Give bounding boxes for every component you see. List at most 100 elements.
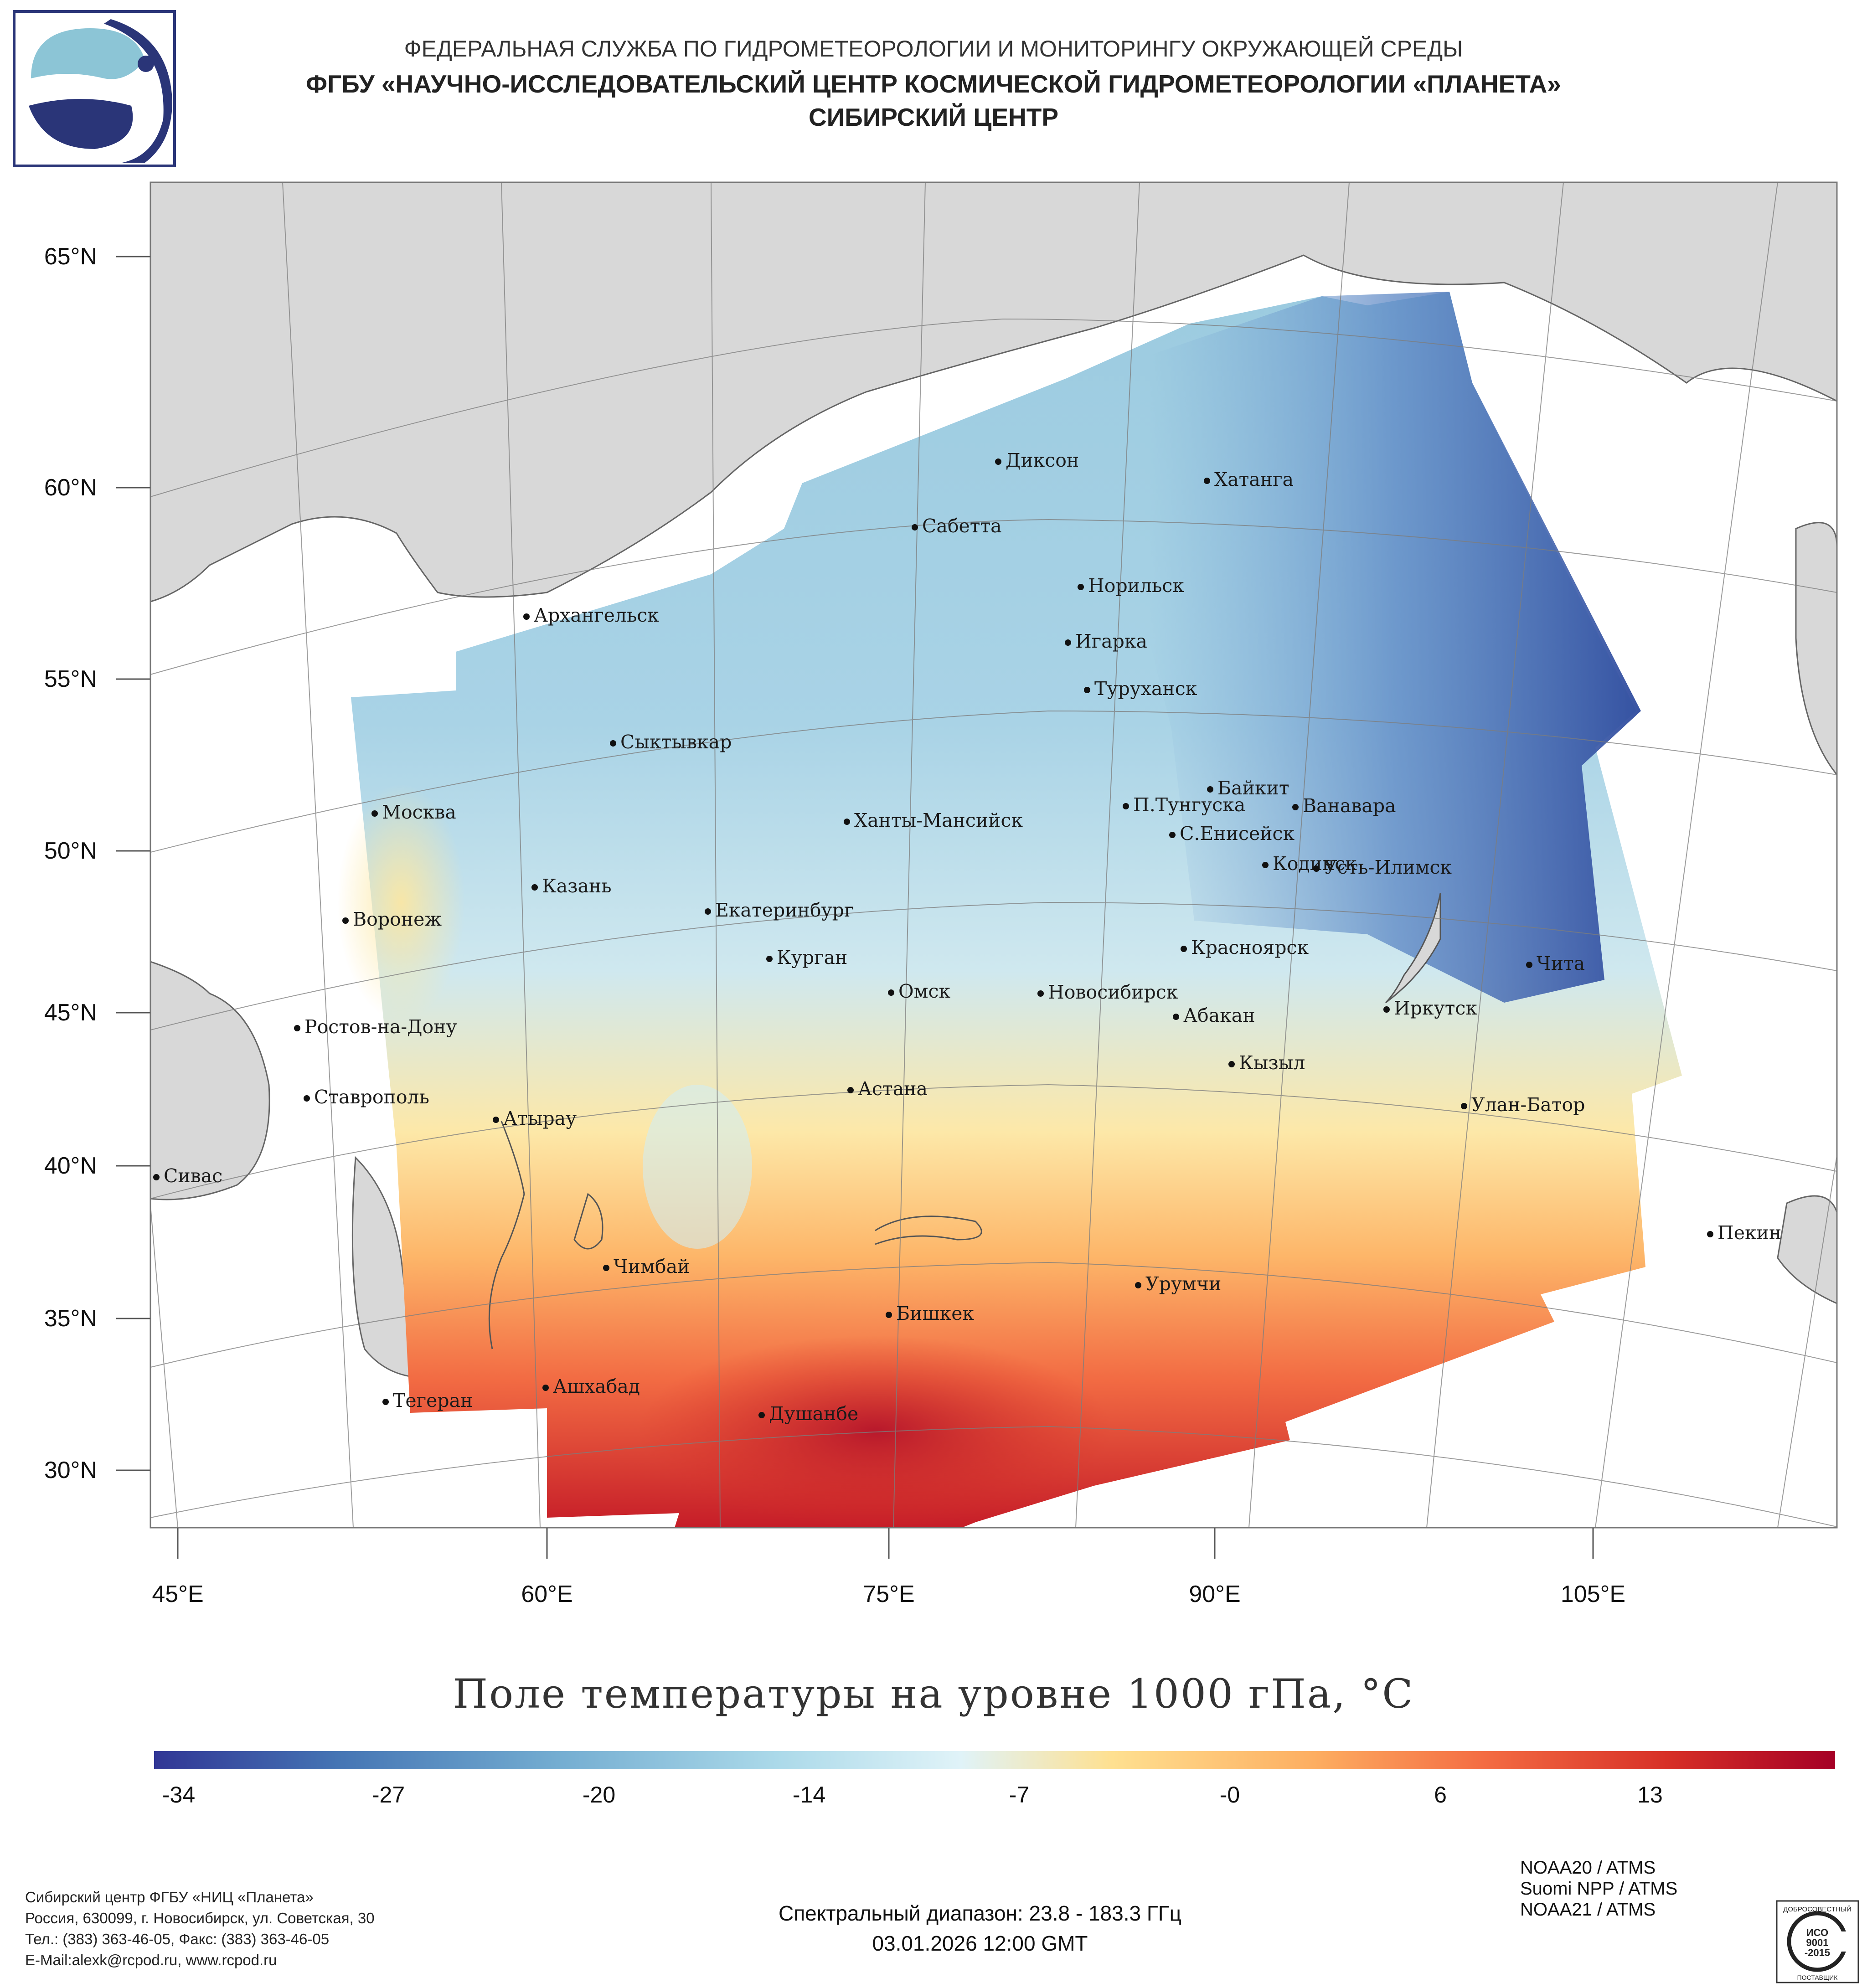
lon-label: 75°E (863, 1581, 914, 1607)
city-p-tunguska: П.Тунгуска (1123, 794, 1245, 816)
lon-label: 90°E (1189, 1581, 1240, 1607)
svg-text:Архангельск: Архангельск (534, 604, 659, 626)
city-diksone: Диксон (995, 449, 1079, 471)
svg-text:Душанбе: Душанбе (769, 1403, 858, 1425)
graticule (150, 182, 1837, 1528)
svg-text:ИСО: ИСО (1806, 1927, 1828, 1938)
colorbar-tick: 6 (1434, 1782, 1447, 1808)
lon-label: 45°E (152, 1581, 203, 1607)
city-arkhangelsk: Архангельск (523, 604, 659, 626)
svg-text:ДОБРОСОВЕСТНЫЙ: ДОБРОСОВЕСТНЫЙ (1783, 1905, 1852, 1913)
city-ekaterinburg: Екатеринбург (705, 899, 854, 921)
svg-text:Пекин: Пекин (1717, 1222, 1781, 1244)
svg-text:Казань: Казань (542, 875, 612, 897)
svg-text:Сабетта: Сабетта (922, 515, 1002, 537)
svg-text:Абакан: Абакан (1183, 1004, 1255, 1026)
header-institute: ФГБУ «НАУЧНО-ИССЛЕДОВАТЕЛЬСКИЙ ЦЕНТР КОС… (306, 70, 1561, 98)
svg-text:Ашхабад: Ашхабад (553, 1375, 640, 1397)
svg-text:Бишкек: Бишкек (896, 1303, 974, 1324)
svg-text:Туруханск: Туруханск (1094, 678, 1197, 700)
city-moskva: Москва (371, 801, 456, 823)
city-tegeran: Тегеран (382, 1390, 473, 1411)
svg-text:Улан-Батор: Улан-Батор (1471, 1094, 1585, 1116)
address-line: Россия, 630099, г. Новосибирск, ул. Сове… (25, 1910, 375, 1926)
svg-text:Байкит: Байкит (1217, 777, 1289, 799)
svg-text:Хатанга: Хатанга (1214, 469, 1294, 490)
svg-text:Ханты-Мансийск: Ханты-Мансийск (854, 809, 1023, 831)
lon-label: 105°E (1561, 1581, 1625, 1607)
svg-text:Красноярск: Красноярск (1191, 937, 1309, 958)
city-ulan-bator: Улан-Батор (1461, 1094, 1585, 1116)
address-line: E-Mail:alexk@rcpod.ru, www.rcpod.ru (25, 1952, 277, 1968)
temperature-map: 65°N 60°N 55°N 50°N 45°N 40°N 35°N 30°N … (44, 181, 1838, 1607)
spectral-range: Спектральный диапазон: 23.8 - 183.3 ГГц (778, 1901, 1182, 1925)
city-sivas: Сивас (153, 1165, 222, 1187)
lat-label: 30°N (44, 1457, 97, 1483)
city-astana: Астана (847, 1078, 928, 1100)
city-voronezh: Воронеж (342, 908, 442, 930)
svg-text:Москва: Москва (382, 801, 456, 823)
city-rostov-na-donu: Ростов-на-Дону (294, 1016, 457, 1038)
svg-text:Воронеж: Воронеж (353, 908, 442, 930)
map-title: Поле температуры на уровне 1000 гПа, °C (453, 1670, 1414, 1717)
svg-text:Иркутск: Иркутск (1394, 997, 1477, 1019)
observation-datetime: 03.01.2026 12:00 GMT (872, 1931, 1088, 1955)
svg-text:С.Енисейск: С.Енисейск (1180, 823, 1295, 845)
city-turukhansk: Туруханск (1084, 678, 1197, 700)
svg-text:Атырау: Атырау (503, 1107, 577, 1129)
svg-text:Курган: Курган (777, 947, 847, 968)
city-khanty-mansiysk: Ханты-Мансийск (844, 809, 1023, 831)
temperature-swath (337, 292, 1682, 1528)
sensor-item: Suomi NPP / ATMS (1520, 1879, 1678, 1899)
svg-text:Урумчи: Урумчи (1145, 1273, 1221, 1295)
city-bishkek: Бишкек (886, 1303, 974, 1324)
city-syktyvkar: Сыктывкар (610, 731, 732, 753)
lat-label: 55°N (44, 666, 97, 692)
svg-text:Тегеран: Тегеран (393, 1390, 473, 1411)
svg-text:Сыктывкар: Сыктывкар (620, 731, 732, 753)
city-novosibirsk: Новосибирск (1037, 981, 1178, 1003)
sensor-list: NOAA20 / ATMS Suomi NPP / ATMS NOAA21 / … (1520, 1857, 1677, 1920)
city-kazan: Казань (531, 875, 612, 897)
lon-ticks (177, 1528, 1594, 1559)
svg-text:Игарка: Игарка (1075, 630, 1147, 652)
svg-text:Ростов-на-Дону: Ростов-на-Дону (304, 1016, 457, 1038)
city-dushanbe: Душанбе (758, 1403, 858, 1425)
colorbar-tick: -14 (793, 1782, 825, 1808)
svg-text:Чита: Чита (1537, 953, 1585, 974)
header-agency: ФЕДЕРАЛЬНАЯ СЛУЖБА ПО ГИДРОМЕТЕОРОЛОГИИ … (404, 36, 1463, 62)
map-frame (150, 181, 1838, 1529)
city-khatanga: Хатанга (1204, 469, 1294, 490)
lat-label: 45°N (44, 999, 97, 1026)
svg-text:Екатеринбург: Екатеринбург (715, 899, 854, 921)
svg-text:П.Тунгуска: П.Тунгуска (1133, 794, 1245, 816)
colorbar-tick: 13 (1637, 1782, 1663, 1808)
footer-address: Сибирский центр ФГБУ «НИЦ «Планета» Росс… (25, 1887, 375, 1971)
svg-text:ПОСТАВЩИК: ПОСТАВЩИК (1797, 1974, 1838, 1981)
city-kyzyl: Кызыл (1228, 1052, 1305, 1074)
address-line: Тел.: (383) 363-46-05, Факс: (383) 363-4… (25, 1931, 330, 1947)
lat-label: 35°N (44, 1305, 97, 1332)
svg-text:Ванавара: Ванавара (1303, 795, 1396, 817)
city-baykit: Байкит (1207, 777, 1289, 799)
svg-text:Омск: Омск (898, 980, 950, 1002)
city-irkutsk: Иркутск (1383, 997, 1477, 1019)
land-masses (150, 182, 1837, 1377)
city-urumchi: Урумчи (1135, 1273, 1221, 1295)
city-atyrau: Атырау (493, 1107, 577, 1129)
colorbar: -34 -27 -20 -14 -7 -0 6 13 (154, 1751, 1835, 1808)
sensor-item: NOAA21 / ATMS (1520, 1900, 1656, 1920)
colorbar-tick: -0 (1220, 1782, 1240, 1808)
colorbar-tick: -34 (162, 1782, 195, 1808)
city-chimbay: Чимбай (603, 1256, 690, 1277)
city-stavropol: Ставрополь (304, 1086, 429, 1108)
city-kurgan: Курган (766, 947, 847, 968)
svg-text:Диксон: Диксон (1006, 449, 1079, 471)
svg-text:Ставрополь: Ставрополь (314, 1086, 429, 1108)
city-ashkhabad: Ашхабад (542, 1375, 640, 1397)
city-omsk: Омск (888, 980, 950, 1002)
colorbar-tick: -27 (372, 1782, 405, 1808)
iso-badge-icon: ДОБРОСОВЕСТНЫЙ ИСО 9001 -2015 ПОСТАВЩИК (1776, 1900, 1859, 1983)
city-norilsk: Норильск (1078, 575, 1184, 597)
footer-info: Спектральный диапазон: 23.8 - 183.3 ГГц … (684, 1898, 1276, 1958)
